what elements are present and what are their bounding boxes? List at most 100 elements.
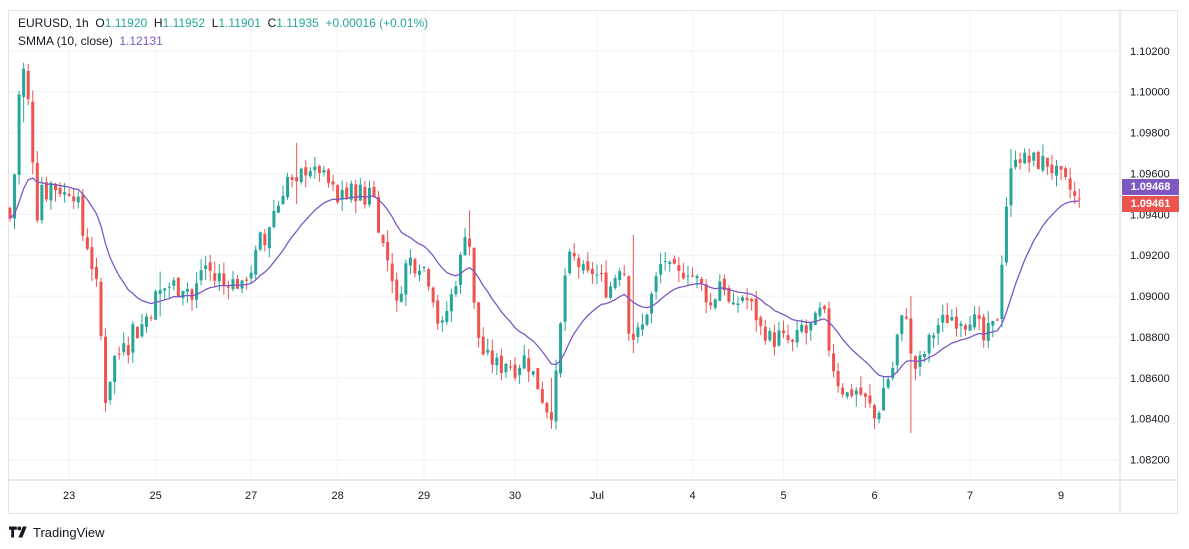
candle-body-down — [377, 196, 381, 233]
candle-body-up — [167, 286, 171, 288]
candle-body-down — [31, 101, 35, 163]
candle-body-down — [1045, 157, 1049, 167]
candle-body-up — [258, 232, 262, 250]
candle-body-down — [700, 278, 704, 284]
candle-body-up — [800, 324, 804, 332]
candle-body-down — [509, 366, 512, 368]
candle-body-down — [577, 257, 581, 268]
indicator-legend[interactable]: SMMA (10, close) 1.12131 — [18, 34, 163, 48]
candle-body-down — [782, 330, 785, 334]
candle-body-down — [827, 308, 831, 351]
candle-body-up — [313, 166, 317, 171]
smma-price-tag: 1.09468 — [1122, 179, 1179, 195]
candle-body-up — [813, 312, 817, 325]
high-value: 1.11952 — [162, 16, 206, 30]
candle-body-up — [923, 353, 927, 358]
open-value: 1.11920 — [104, 16, 148, 30]
candle-body-up — [40, 185, 44, 221]
candle-body-down — [631, 333, 635, 340]
candle-body-down — [1077, 198, 1081, 200]
candle-body-up — [891, 367, 895, 379]
candle-body-down — [245, 279, 249, 281]
candle-body-up — [1000, 264, 1004, 320]
x-tick-label: 28 — [331, 490, 343, 502]
candle-body-up — [1055, 165, 1058, 176]
y-tick-label: 1.09200 — [1130, 250, 1170, 262]
candle-body-down — [677, 265, 681, 271]
candle-body-up — [399, 293, 403, 302]
candle-body-up — [458, 254, 462, 285]
candle-body-down — [431, 287, 435, 303]
candle-body-up — [809, 322, 813, 331]
candle-body-up — [718, 281, 722, 301]
candle-body-up — [1023, 152, 1027, 164]
brand-label: TradingView — [33, 524, 105, 540]
candle-body-up — [936, 325, 940, 334]
candle-body-down — [791, 339, 795, 342]
candle-body-up — [968, 324, 972, 331]
y-tick-label: 1.09000 — [1130, 291, 1170, 303]
x-tick-label: Jul — [590, 490, 604, 502]
candle-body-down — [536, 368, 540, 390]
candle-body-down — [149, 317, 153, 319]
candle-body-down — [527, 358, 531, 372]
candle-body-up — [1032, 152, 1036, 161]
high-label: H — [153, 16, 163, 30]
candle-body-down — [1073, 191, 1077, 196]
candle-body-down — [545, 402, 549, 413]
candle-body-down — [804, 325, 808, 334]
candle-body-down — [745, 297, 749, 301]
candle-body-up — [463, 237, 467, 256]
candle-body-up — [440, 320, 444, 323]
candle-body-up — [22, 68, 26, 97]
candle-body-up — [340, 189, 344, 200]
x-tick-label: 7 — [967, 490, 973, 502]
candle-body-down — [995, 319, 999, 321]
y-tick-label: 1.10200 — [1130, 46, 1170, 58]
close-value: 1.11935 — [276, 16, 319, 30]
candle-body-down — [1036, 151, 1040, 169]
candle-body-up — [76, 196, 80, 203]
candle-body-up — [254, 249, 258, 275]
candle-body-down — [117, 353, 121, 355]
y-tick-label: 1.08800 — [1130, 332, 1170, 344]
candle-body-down — [331, 181, 335, 185]
candle-body-up — [941, 314, 945, 323]
candle-body-down — [863, 393, 867, 397]
candle-body-down — [226, 286, 230, 288]
candle-body-down — [786, 335, 790, 340]
candle-body-up — [818, 307, 822, 316]
x-tick-label: 25 — [149, 490, 161, 502]
candle-body-up — [113, 355, 117, 383]
candle-body-up — [13, 174, 17, 219]
candle-body-up — [686, 275, 690, 277]
candle-body-up — [249, 272, 253, 279]
candle-body-down — [841, 387, 845, 395]
candle-body-down — [722, 278, 726, 291]
candle-body-down — [345, 187, 349, 199]
candle-body-down — [964, 325, 967, 330]
smma-line — [9, 177, 1080, 378]
candle-body-down — [54, 183, 57, 191]
candle-body-down — [772, 332, 776, 347]
low-label: L — [211, 16, 219, 30]
candle-body-up — [267, 227, 271, 249]
candle-body-up — [454, 286, 458, 295]
candle-body-down — [58, 187, 62, 195]
candle-body-down — [472, 247, 476, 303]
candle-body-down — [1027, 155, 1031, 163]
candle-body-down — [513, 364, 517, 378]
candle-body-up — [49, 182, 53, 201]
candle-body-down — [586, 261, 590, 271]
y-tick-label: 1.09600 — [1130, 168, 1170, 180]
candle-body-down — [363, 186, 367, 205]
footer[interactable]: TradingView — [9, 522, 105, 542]
candlestick-chart[interactable]: 1.08200 1.08400 1.08600 1.08800 1.09000 1.092… — [8, 10, 1178, 514]
x-tick-label: 27 — [245, 490, 257, 502]
candle-body-down — [327, 169, 330, 183]
candle-body-up — [63, 192, 67, 195]
candle-body-down — [104, 336, 108, 403]
y-tick-label: 1.10000 — [1130, 87, 1170, 99]
x-tick-label: 4 — [689, 490, 695, 502]
candle-body-down — [850, 389, 854, 396]
